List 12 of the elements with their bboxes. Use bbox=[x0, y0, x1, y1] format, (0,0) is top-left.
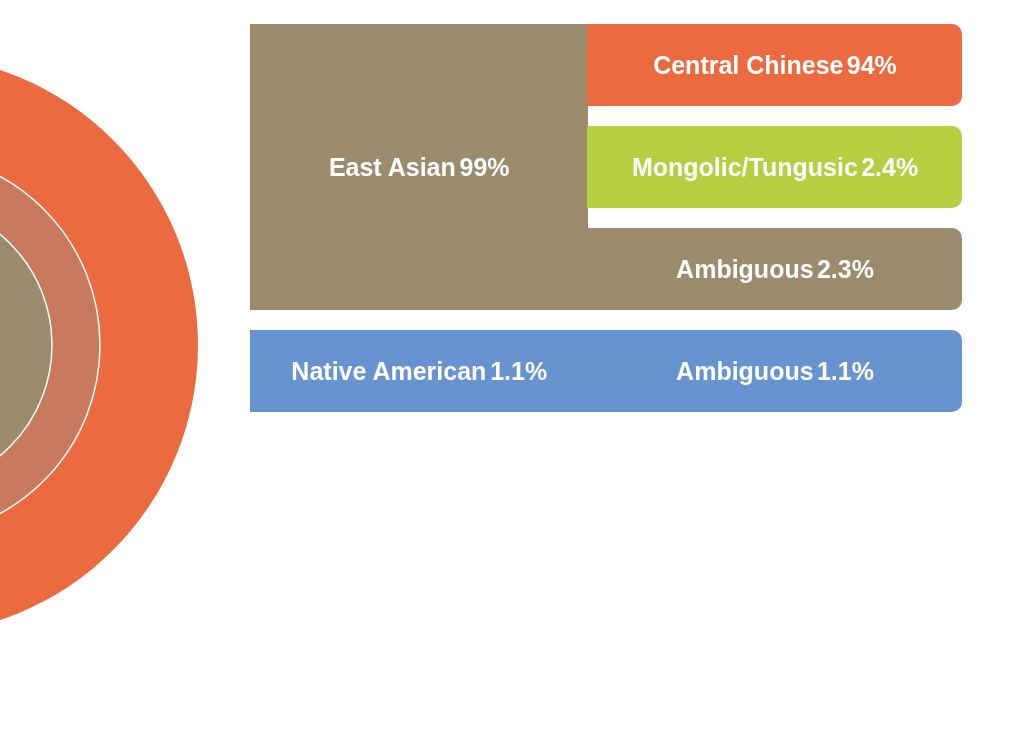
data-label: 99% bbox=[459, 153, 510, 181]
category-label: Ambiguous bbox=[676, 255, 814, 283]
category-label: Native American bbox=[291, 357, 487, 385]
category-label: Ambiguous bbox=[676, 357, 814, 385]
data-label: 2.3% bbox=[816, 255, 874, 283]
data-label: 1.1% bbox=[490, 357, 548, 385]
data-label: 94% bbox=[846, 51, 897, 79]
category-label: Central Chinese bbox=[653, 51, 844, 79]
category-label: Mongolic/Tungusic bbox=[631, 153, 858, 181]
data-label: 2.4% bbox=[861, 153, 919, 181]
category-label: East Asian bbox=[328, 153, 456, 181]
data-label: 1.1% bbox=[816, 357, 874, 385]
